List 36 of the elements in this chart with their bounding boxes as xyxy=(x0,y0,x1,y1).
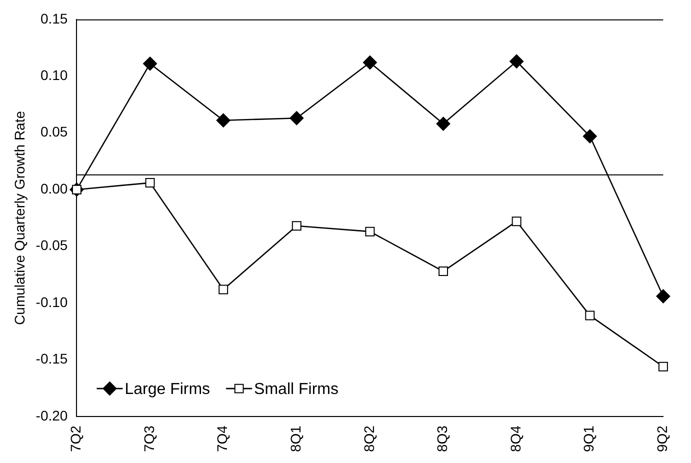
point xyxy=(582,129,597,144)
point xyxy=(365,226,375,236)
x-tick-label: 8Q2 xyxy=(360,425,377,452)
x-tick-label: 7Q4 xyxy=(214,425,230,452)
point xyxy=(512,216,522,226)
point xyxy=(292,221,302,231)
point xyxy=(656,289,670,304)
legend-label: Large Firms xyxy=(124,380,210,398)
y-tick-label: 0.15 xyxy=(40,10,68,26)
x-tick-label: 9Q2 xyxy=(654,425,670,452)
point xyxy=(585,310,595,320)
y-tick-label: 0.10 xyxy=(40,66,68,83)
point xyxy=(436,116,450,131)
point xyxy=(143,56,158,71)
point xyxy=(362,56,377,70)
y-tick-label: 0.05 xyxy=(40,124,68,140)
x-tick-label: 8Q4 xyxy=(507,425,524,452)
point xyxy=(290,111,304,126)
x-tick-label: 7Q2 xyxy=(68,425,84,452)
legend-label: Small Firms xyxy=(254,380,338,398)
y-tick-label: -0.05 xyxy=(36,237,68,254)
point xyxy=(216,113,230,128)
x-tick-label: 8Q3 xyxy=(434,425,450,452)
point xyxy=(658,362,668,372)
point xyxy=(510,54,524,68)
point xyxy=(438,266,448,276)
x-tick-label: 8Q1 xyxy=(288,425,304,452)
x-tick-label: 7Q3 xyxy=(140,425,157,452)
y-tick-label: -0.20 xyxy=(36,407,68,424)
point xyxy=(218,284,228,294)
point xyxy=(145,178,155,188)
y-axis-title: Cumulative Quarterly Growth Rate xyxy=(11,110,28,325)
y-tick-label: -0.15 xyxy=(36,350,68,367)
x-tick-label: 9Q1 xyxy=(580,425,597,452)
y-tick-label: 0.00 xyxy=(40,180,68,196)
y-tick-label: -0.10 xyxy=(36,294,68,310)
